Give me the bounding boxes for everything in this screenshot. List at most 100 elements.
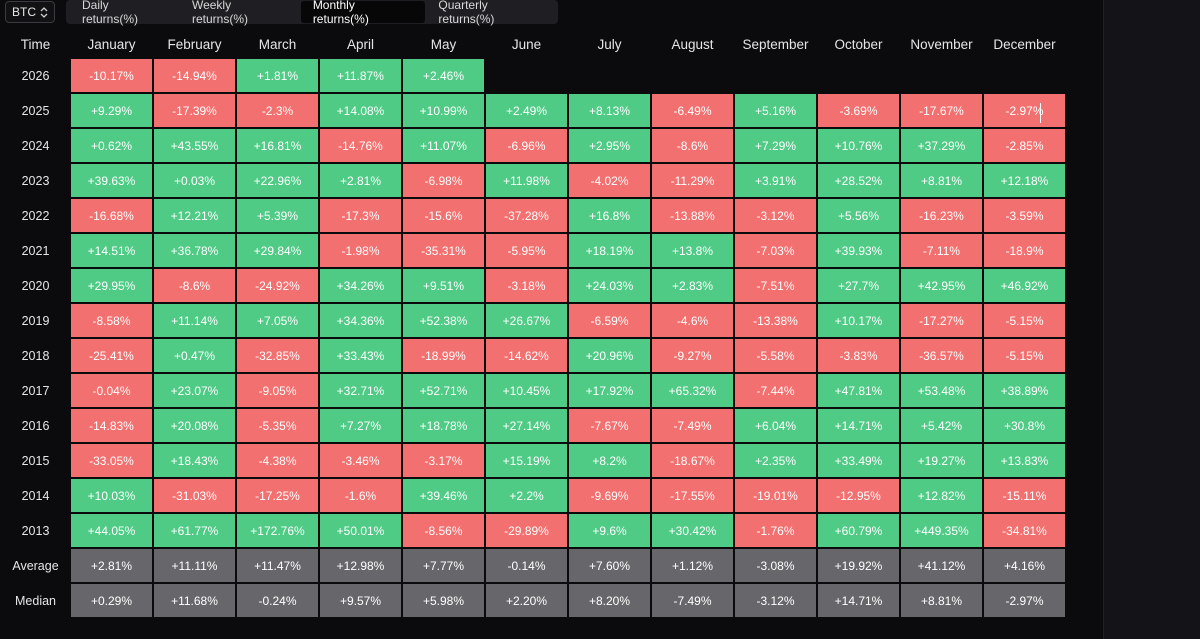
return-cell[interactable]: +2.81% [320, 164, 401, 199]
return-cell[interactable]: +38.89% [984, 374, 1065, 409]
return-cell[interactable]: -5.15% [984, 339, 1065, 374]
return-cell[interactable]: -12.95% [818, 479, 899, 514]
return-cell[interactable]: +10.45% [486, 374, 567, 409]
tab-weekly-returns[interactable]: Weekly returns(%) [191, 0, 248, 26]
return-cell[interactable]: +47.81% [818, 374, 899, 409]
return-cell[interactable]: -9.05% [237, 374, 318, 409]
return-cell[interactable]: +1.81% [237, 59, 318, 94]
return-cell[interactable]: +12.82% [901, 479, 982, 514]
return-cell[interactable]: -17.55% [652, 479, 733, 514]
tab-monthly-returns[interactable]: Monthly returns(%) [300, 0, 426, 26]
return-cell[interactable]: +5.42% [901, 409, 982, 444]
return-cell[interactable]: +172.76% [237, 514, 318, 549]
return-cell[interactable]: -3.18% [486, 269, 567, 304]
return-cell[interactable]: +0.62% [71, 129, 152, 164]
return-cell[interactable]: -14.62% [486, 339, 567, 374]
return-cell[interactable]: +39.63% [71, 164, 152, 199]
return-cell[interactable]: +23.07% [154, 374, 235, 409]
return-cell[interactable]: -3.12% [735, 199, 816, 234]
return-cell[interactable]: -7.67% [569, 409, 650, 444]
return-cell[interactable]: -29.89% [486, 514, 567, 549]
return-cell[interactable]: +14.08% [320, 94, 401, 129]
return-cell[interactable]: -17.3% [320, 199, 401, 234]
return-cell[interactable]: -7.03% [735, 234, 816, 269]
return-cell[interactable]: +65.32% [652, 374, 733, 409]
return-cell[interactable]: -17.25% [237, 479, 318, 514]
return-cell[interactable]: +2.35% [735, 444, 816, 479]
return-cell[interactable]: -6.96% [486, 129, 567, 164]
return-cell[interactable]: -17.27% [901, 304, 982, 339]
return-cell[interactable]: +53.48% [901, 374, 982, 409]
return-cell[interactable]: -6.49% [652, 94, 733, 129]
return-cell[interactable]: -5.15% [984, 304, 1065, 339]
return-cell[interactable]: +44.05% [71, 514, 152, 549]
return-cell[interactable]: -13.88% [652, 199, 733, 234]
return-cell[interactable]: -18.67% [652, 444, 733, 479]
return-cell[interactable]: -3.83% [818, 339, 899, 374]
return-cell[interactable]: +18.19% [569, 234, 650, 269]
return-cell[interactable]: +20.08% [154, 409, 235, 444]
return-cell[interactable]: -25.41% [71, 339, 152, 374]
return-cell[interactable]: +24.03% [569, 269, 650, 304]
return-cell[interactable]: +2.46% [403, 59, 484, 94]
return-cell[interactable]: +0.47% [154, 339, 235, 374]
return-cell[interactable]: +7.05% [237, 304, 318, 339]
return-cell[interactable]: -31.03% [154, 479, 235, 514]
return-cell[interactable]: -14.94% [154, 59, 235, 94]
return-cell[interactable]: -3.69% [818, 94, 899, 129]
return-cell[interactable]: -36.57% [901, 339, 982, 374]
return-cell[interactable]: -5.35% [237, 409, 318, 444]
return-cell[interactable]: -17.39% [154, 94, 235, 129]
return-cell[interactable]: +16.81% [237, 129, 318, 164]
return-cell[interactable]: -10.17% [71, 59, 152, 94]
return-cell[interactable]: -7.51% [735, 269, 816, 304]
return-cell[interactable]: -2.3% [237, 94, 318, 129]
return-cell[interactable]: -3.17% [403, 444, 484, 479]
return-cell[interactable]: -7.11% [901, 234, 982, 269]
return-cell[interactable]: +7.27% [320, 409, 401, 444]
return-cell[interactable]: +10.17% [818, 304, 899, 339]
return-cell[interactable]: -18.9% [984, 234, 1065, 269]
return-cell[interactable]: +7.29% [735, 129, 816, 164]
return-cell[interactable]: +46.92% [984, 269, 1065, 304]
return-cell[interactable]: -8.56% [403, 514, 484, 549]
return-cell[interactable]: +15.19% [486, 444, 567, 479]
return-cell[interactable]: +10.76% [818, 129, 899, 164]
return-cell[interactable]: +52.38% [403, 304, 484, 339]
return-cell[interactable]: -3.46% [320, 444, 401, 479]
tab-daily-returns[interactable]: Daily returns(%) [82, 0, 139, 26]
return-cell[interactable]: +33.49% [818, 444, 899, 479]
return-cell[interactable]: -7.49% [652, 409, 733, 444]
return-cell[interactable]: +3.91% [735, 164, 816, 199]
return-cell[interactable]: +18.78% [403, 409, 484, 444]
return-cell[interactable]: +34.26% [320, 269, 401, 304]
return-cell[interactable]: -2.97% [984, 94, 1065, 129]
return-cell[interactable]: +39.93% [818, 234, 899, 269]
return-cell[interactable]: -9.69% [569, 479, 650, 514]
return-cell[interactable]: -0.04% [71, 374, 152, 409]
return-cell[interactable]: +8.2% [569, 444, 650, 479]
return-cell[interactable]: +11.14% [154, 304, 235, 339]
return-cell[interactable]: +10.03% [71, 479, 152, 514]
return-cell[interactable]: -2.85% [984, 129, 1065, 164]
return-cell[interactable]: -1.6% [320, 479, 401, 514]
return-cell[interactable]: +60.79% [818, 514, 899, 549]
return-cell[interactable]: +27.14% [486, 409, 567, 444]
return-cell[interactable]: +449.35% [901, 514, 982, 549]
return-cell[interactable]: +29.84% [237, 234, 318, 269]
return-cell[interactable]: +42.95% [901, 269, 982, 304]
return-cell[interactable]: -19.01% [735, 479, 816, 514]
return-cell[interactable]: +14.51% [71, 234, 152, 269]
return-cell[interactable]: +8.81% [901, 164, 982, 199]
return-cell[interactable]: +2.83% [652, 269, 733, 304]
return-cell[interactable]: +17.92% [569, 374, 650, 409]
return-cell[interactable]: -17.67% [901, 94, 982, 129]
return-cell[interactable]: +18.43% [154, 444, 235, 479]
return-cell[interactable]: +30.8% [984, 409, 1065, 444]
return-cell[interactable]: -18.99% [403, 339, 484, 374]
return-cell[interactable]: -8.6% [652, 129, 733, 164]
return-cell[interactable]: +6.04% [735, 409, 816, 444]
return-cell[interactable]: -8.58% [71, 304, 152, 339]
return-cell[interactable]: +22.96% [237, 164, 318, 199]
return-cell[interactable]: -6.59% [569, 304, 650, 339]
